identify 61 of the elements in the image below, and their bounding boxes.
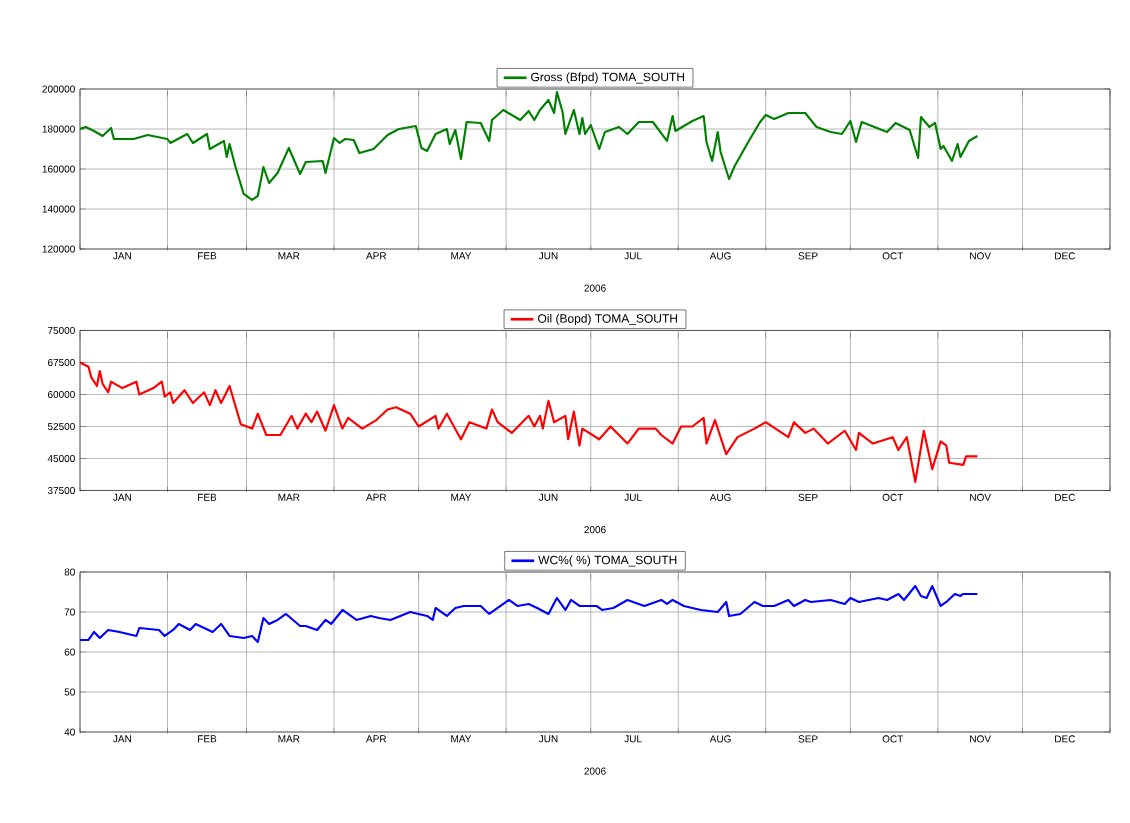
x-tick-label: MAY [451, 252, 472, 260]
x-tick-label: AUG [709, 735, 731, 743]
y-tick-label: 75000 [48, 326, 75, 335]
x-axis-title: 2006 [584, 767, 606, 775]
x-axis-title: 2006 [584, 284, 606, 292]
y-tick-label: 67500 [47, 358, 75, 367]
x-tick-label: MAR [278, 493, 300, 501]
x-tick-label: APR [366, 252, 387, 260]
x-tick-label: DEC [1055, 735, 1076, 743]
x-tick-label: DEC [1055, 493, 1076, 501]
legend-label: Oil (Bopd) TOMA_SOUTH [538, 313, 677, 326]
x-tick-label: JUN [538, 252, 558, 260]
y-tick-label: 60 [64, 648, 75, 656]
x-tick-label: SEP [798, 252, 818, 260]
y-tick-label: 60000 [47, 390, 75, 399]
x-tick-label: NOV [970, 735, 991, 743]
legend-label: WC%( %) TOMA_SOUTH [538, 555, 677, 567]
x-tick-label: JUL [624, 252, 642, 260]
x-tick-label: APR [366, 493, 387, 501]
line-series [80, 361, 979, 484]
y-tick-label: 45000 [47, 454, 75, 463]
x-tick-label: FEB [198, 252, 217, 260]
x-tick-label: APR [366, 735, 387, 743]
y-tick-label: 52500 [47, 422, 75, 431]
x-tick-label: JUN [538, 493, 558, 501]
line-series [80, 90, 979, 202]
x-tick-label: AUG [709, 493, 731, 501]
line-series [80, 584, 979, 644]
x-tick-label: JAN [113, 493, 131, 501]
x-tick-label: JUL [624, 735, 642, 743]
x-tick-label: DEC [1055, 252, 1076, 260]
y-tick-label: 200000 [42, 85, 75, 93]
y-tick-label: 80 [64, 568, 75, 576]
x-tick-label: JAN [113, 252, 131, 260]
x-tick-label: AUG [709, 252, 731, 260]
x-tick-label: FEB [198, 735, 217, 743]
y-tick-label: 180000 [42, 125, 75, 133]
x-axis-title: 2006 [584, 526, 606, 534]
x-tick-label: FEB [198, 493, 217, 501]
x-tick-label: MAY [451, 735, 472, 743]
x-tick-label: JAN [113, 735, 131, 743]
x-tick-label: JUN [538, 735, 558, 743]
y-tick-label: 50 [64, 688, 75, 696]
x-tick-label: OCT [882, 735, 904, 743]
x-tick-label: SEP [798, 735, 818, 743]
y-tick-label: 70 [64, 608, 75, 616]
x-tick-label: NOV [970, 493, 991, 501]
y-tick-label: 160000 [42, 165, 75, 173]
x-tick-label: SEP [798, 493, 818, 501]
y-tick-label: 37500 [47, 486, 75, 495]
y-tick-label: 40 [64, 728, 75, 736]
x-tick-label: OCT [882, 493, 904, 501]
y-tick-label: 140000 [42, 205, 75, 213]
x-tick-label: NOV [970, 252, 991, 260]
x-tick-label: OCT [882, 252, 904, 260]
legend-label: Gross (Bfpd) TOMA_SOUTH [531, 72, 684, 84]
x-tick-label: JUL [624, 493, 642, 501]
x-tick-label: MAR [278, 252, 300, 260]
x-tick-label: MAY [451, 493, 472, 501]
y-tick-label: 120000 [42, 245, 75, 253]
x-tick-label: MAR [278, 735, 300, 743]
